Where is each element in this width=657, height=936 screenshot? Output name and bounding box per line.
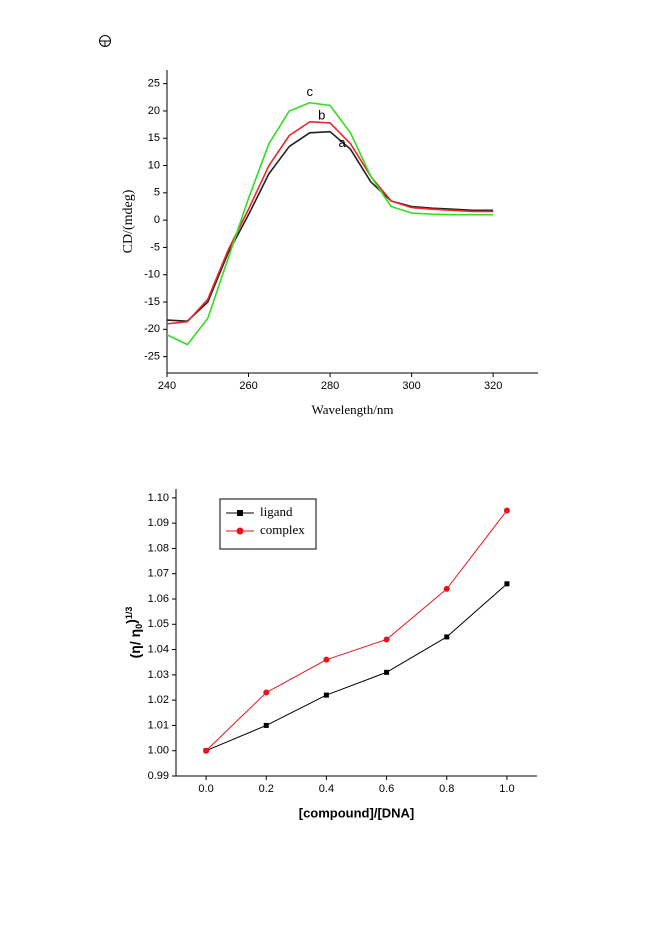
legend-label: ligand <box>260 504 293 519</box>
series-label: c <box>306 84 313 99</box>
chart: 0.991.001.011.021.031.041.051.061.071.08… <box>123 489 537 820</box>
x-tick-label: 240 <box>158 380 176 392</box>
y-tick-label: 1.03 <box>148 669 169 681</box>
y-tick-label: 1.04 <box>148 643 169 655</box>
y-tick-label: -15 <box>144 296 160 308</box>
legend-box <box>219 498 317 550</box>
x-tick-label: 0.2 <box>259 783 274 795</box>
y-tick-label: -25 <box>144 351 160 363</box>
series-line <box>166 130 494 322</box>
series-line <box>166 101 494 346</box>
x-tick-label: 280 <box>321 380 339 392</box>
y-tick-label: 10 <box>148 159 160 171</box>
x-tick-label: 0.0 <box>198 783 213 795</box>
marker <box>384 669 390 675</box>
page-icon <box>99 35 111 47</box>
y-tick-label: 1.09 <box>148 517 169 529</box>
marker <box>383 636 390 643</box>
x-tick-label: 0.6 <box>379 783 394 795</box>
y-axis-label-part: 0 <box>134 624 144 629</box>
series-line <box>205 510 508 752</box>
series-label: a <box>338 135 346 150</box>
marker <box>503 507 510 514</box>
y-tick-label: 15 <box>148 132 160 144</box>
x-tick-label: 300 <box>402 380 420 392</box>
y-tick-label: 5 <box>154 187 160 199</box>
x-tick-label: 1.0 <box>499 783 514 795</box>
marker <box>323 692 329 698</box>
legend-label: complex <box>260 522 305 537</box>
y-tick-label: 1.08 <box>148 542 169 554</box>
y-tick-label: 1.10 <box>148 492 169 504</box>
y-axis-label-part: 1/3 <box>124 607 134 620</box>
series-line <box>166 121 494 325</box>
y-tick-label: 20 <box>148 105 160 117</box>
y-tick-label: -5 <box>150 241 160 253</box>
legend-marker <box>236 527 244 535</box>
series-line <box>205 583 508 752</box>
y-tick-label: -10 <box>144 269 160 281</box>
marker <box>444 634 450 640</box>
y-axis-label-part: ) <box>123 619 139 624</box>
marker <box>203 747 210 754</box>
marker <box>504 581 510 587</box>
y-tick-label: 1.02 <box>148 694 169 706</box>
marker <box>323 656 330 663</box>
y-tick-label: 1.00 <box>148 745 169 757</box>
marker <box>263 722 269 728</box>
x-axis-label: Wavelength/nm <box>312 402 394 417</box>
x-tick-label: 0.8 <box>439 783 454 795</box>
x-tick-label: 320 <box>484 380 502 392</box>
y-axis-label: (η/ η0)1/3 <box>123 607 145 659</box>
y-tick-label: 1.05 <box>148 618 169 630</box>
marker <box>443 585 450 592</box>
x-tick-label: 260 <box>239 380 257 392</box>
series-label: b <box>318 107 325 122</box>
y-tick-label: 1.06 <box>148 593 169 605</box>
y-tick-label: 0.99 <box>148 770 169 782</box>
chart: -25 -20 -15 -10 -5 0 5 10 15 20 25 240 260 280 300 320 W… <box>121 70 538 417</box>
x-tick-label: 0.4 <box>319 783 334 795</box>
legend-marker <box>237 510 243 516</box>
y-axis-label-part: (η/ η <box>127 629 143 659</box>
y-tick-label: 0 <box>154 214 160 226</box>
y-tick-label: 25 <box>148 78 160 90</box>
x-axis-label: [compound]/[DNA] <box>299 805 415 820</box>
y-tick-label: 1.01 <box>148 719 169 731</box>
y-tick-label: -20 <box>144 323 160 335</box>
y-tick-label: 1.07 <box>148 568 169 580</box>
y-axis-label: CD/(mdeg) <box>121 189 136 253</box>
marker <box>263 689 270 696</box>
